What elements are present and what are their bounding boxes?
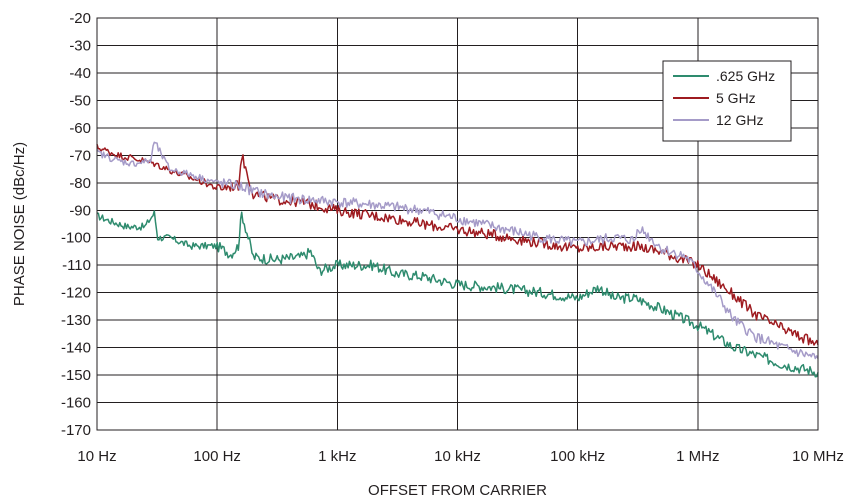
x-tick-label: 100 Hz [193,448,241,465]
y-tick-label: -40 [69,65,91,82]
y-tick-label: -90 [69,202,91,219]
y-tick-label: -120 [61,285,91,302]
y-tick-label: -70 [69,147,91,164]
legend-label: 12 GHz [716,112,763,128]
series-line-1 [96,143,819,346]
x-axis-title: OFFSET FROM CARRIER [368,482,547,499]
legend-label: 5 GHz [716,90,756,106]
y-tick-labels: -20 -30 -40 -50 -60 -70 -80 -90 -100 -110 -120 -130… [61,10,91,439]
series-line-0 [96,210,819,378]
y-tick-label: -160 [61,395,91,412]
x-tick-label: 100 kHz [550,448,605,465]
y-tick-label: -30 [69,37,91,54]
y-tick-label: -140 [61,340,91,357]
series-lines [96,141,819,378]
plot-frame [96,17,819,431]
y-tick-label: -110 [62,257,91,274]
x-tick-labels: 10 Hz 100 Hz 1 kHz 10 kHz 100 kHz 1 MHz 10 MHz [77,448,843,465]
y-tick-label: -150 [61,367,91,384]
x-tick-label: 1 kHz [318,448,356,465]
y-tick-label: -50 [69,92,91,109]
x-tick-label: 10 kHz [434,448,481,465]
legend: .625 GHz 5 GHz 12 GHz [662,60,792,142]
y-tick-label: -170 [61,422,91,439]
y-tick-label: -130 [61,312,91,329]
x-tick-label: 10 Hz [77,448,116,465]
legend-label: .625 GHz [716,68,775,84]
y-tick-label: -100 [61,230,91,247]
x-tick-label: 1 MHz [676,448,719,465]
x-tick-label: 10 MHz [792,448,844,465]
y-tick-label: -60 [69,120,91,137]
legend-box [662,60,792,142]
series-line-2 [96,141,819,360]
y-tick-label: -80 [69,175,91,192]
y-tick-label: -20 [69,10,91,27]
y-axis-title: PHASE NOISE (dBc/Hz) [11,142,28,306]
